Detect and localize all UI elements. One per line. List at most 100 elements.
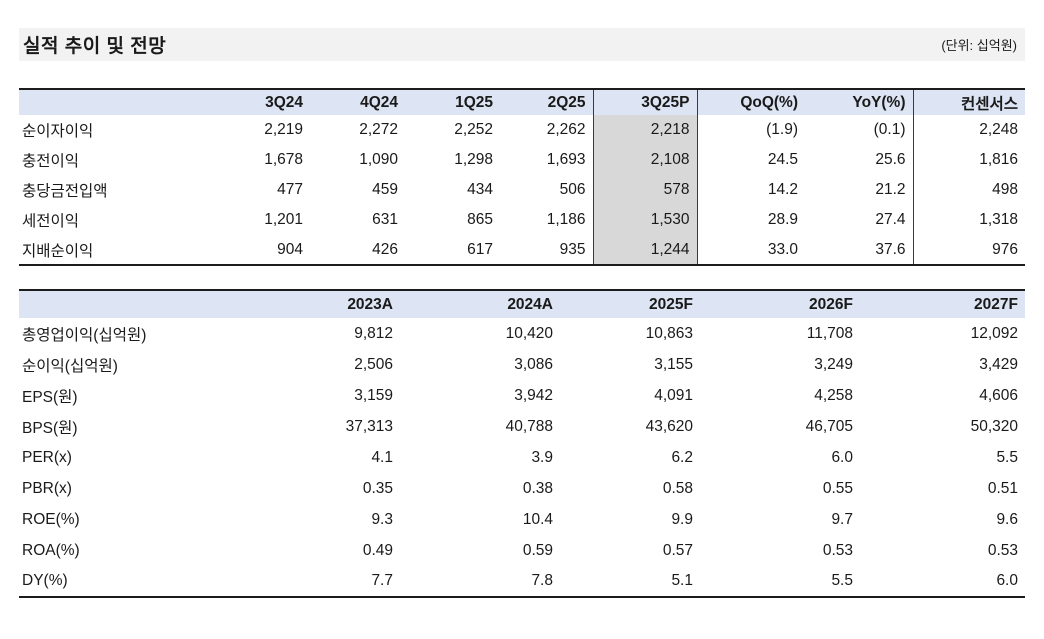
cell-value: 3.9 — [531, 448, 553, 466]
cell-value: 1,298 — [454, 151, 493, 168]
table-row: ROE(%) 9.3 10.4 9.9 9.7 9.6 — [19, 504, 1025, 535]
row-label-column-header — [19, 290, 249, 318]
cell-value: 0.53 — [987, 541, 1018, 559]
cell-value: 1,186 — [500, 205, 594, 235]
cell-value: 2,219 — [264, 121, 303, 138]
cell-value: 5.5 — [831, 572, 853, 589]
table-row: DY(%) 7.7 7.8 5.1 5.5 6.0 — [19, 566, 1025, 597]
cell-value: 4,606 — [979, 386, 1018, 404]
annual-table-body: 총영업이익(십억원) 9,812 10,420 10,863 11,708 12,092 순… — [19, 318, 1025, 597]
cell-value: 33.0 — [767, 240, 798, 258]
cell-value: 578 — [593, 175, 698, 205]
table-row: PER(x) 4.1 3.9 6.2 6.0 5.5 — [19, 442, 1025, 473]
table-row: 세전이익 1,201 631 865 1,186 1,530 28.9 27.4 1,318 — [19, 205, 1025, 235]
cell-value: 3,942 — [514, 386, 553, 404]
cell-value: 50,320 — [970, 417, 1018, 435]
section-title-bar: 실적 추이 및 전망 (단위: 십억원) — [19, 28, 1025, 61]
cell-value: 2,218 — [593, 115, 698, 145]
column-header: 2026F — [700, 290, 860, 318]
cell-value: 3,159 — [354, 386, 393, 404]
cell-value: 6.0 — [831, 448, 853, 466]
cell-value: 0.35 — [362, 479, 393, 497]
table-row: 충전이익 1,678 1,090 1,298 1,693 2,108 24.5 25.6 1,8… — [19, 145, 1025, 175]
cell-value: 0.51 — [987, 479, 1018, 497]
annual-table-header-row: 2023A 2024A 2025F 2026F 2027F — [19, 290, 1025, 318]
column-header: YoY(%) — [805, 89, 914, 115]
cell-value: 904 — [277, 240, 303, 258]
cell-value: 37.6 — [805, 235, 914, 265]
cell-value: 1,816 — [979, 151, 1018, 168]
cell-value: 6.0 — [996, 572, 1018, 589]
cell-value: 0.53 — [822, 541, 853, 559]
cell-value: 0.59 — [522, 541, 553, 559]
cell-value: 9.3 — [371, 510, 393, 528]
column-header: 2027F — [860, 290, 1025, 318]
cell-value: 37,313 — [345, 417, 393, 435]
column-header: 2Q25 — [500, 89, 594, 115]
table-row: 충당금전입액 477 459 434 506 578 14.2 21.2 498 — [19, 175, 1025, 205]
cell-value: 25.6 — [805, 145, 914, 175]
cell-value: 1,318 — [979, 211, 1018, 228]
cell-value: 506 — [500, 175, 594, 205]
cell-value: 865 — [467, 211, 493, 228]
cell-value: 1,678 — [264, 151, 303, 168]
cell-value: 0.49 — [362, 541, 393, 559]
cell-value: 10,420 — [505, 324, 553, 342]
cell-value: 3,155 — [654, 355, 693, 373]
cell-value: 5.5 — [996, 448, 1018, 466]
table-row: BPS(원) 37,313 40,788 43,620 46,705 50,320 — [19, 411, 1025, 442]
cell-value: 0.55 — [822, 479, 853, 497]
cell-value: 4.1 — [371, 448, 393, 466]
cell-value: 631 — [372, 211, 398, 228]
cell-value: 0.38 — [522, 479, 553, 497]
cell-value: 935 — [500, 235, 594, 265]
row-label: 순이자이익 — [22, 123, 94, 140]
cell-value: 10,863 — [645, 324, 693, 342]
cell-value: 3,086 — [514, 355, 553, 373]
row-label: PBR(x) — [22, 479, 72, 497]
row-label: DY(%) — [22, 572, 68, 589]
cell-value: 6.2 — [671, 448, 693, 466]
cell-value: 0.57 — [662, 541, 693, 559]
column-header: QoQ(%) — [697, 89, 805, 115]
cell-value: 3,249 — [814, 355, 853, 373]
column-header: 4Q24 — [310, 89, 405, 115]
cell-value: 426 — [372, 240, 398, 258]
column-header: 2023A — [249, 290, 400, 318]
cell-value: 27.4 — [805, 205, 914, 235]
cell-value: (0.1) — [805, 115, 914, 145]
cell-value: 5.1 — [671, 572, 693, 589]
cell-value: 9.7 — [831, 510, 853, 528]
cell-value: 1,090 — [359, 151, 398, 168]
row-label: EPS(원) — [22, 388, 78, 406]
row-label: 순이익(십억원) — [22, 357, 118, 375]
row-label: 충전이익 — [22, 153, 80, 170]
section-title: 실적 추이 및 전망 — [23, 36, 167, 57]
column-header: 3Q25P — [593, 89, 698, 115]
row-label: ROA(%) — [22, 541, 80, 559]
cell-value: 0.58 — [662, 479, 693, 497]
table-row: PBR(x) 0.35 0.38 0.58 0.55 0.51 — [19, 473, 1025, 504]
cell-value: 24.5 — [767, 151, 798, 168]
quarterly-table-body: 순이자이익 2,219 2,272 2,252 2,262 2,218 (1.9) (0.1)… — [19, 115, 1025, 265]
table-row: 순이자이익 2,219 2,272 2,252 2,262 2,218 (1.9) (0.1)… — [19, 115, 1025, 145]
row-label: PER(x) — [22, 448, 72, 466]
cell-value: 2,108 — [593, 145, 698, 175]
cell-value: 617 — [467, 240, 493, 258]
table-row: 순이익(십억원) 2,506 3,086 3,155 3,249 3,429 — [19, 349, 1025, 380]
row-label-column-header — [19, 89, 199, 115]
cell-value: 4,091 — [654, 386, 693, 404]
column-header: 2024A — [400, 290, 560, 318]
cell-value: 2,272 — [359, 121, 398, 138]
unit-label: (단위: 십억원) — [941, 38, 1017, 53]
column-header: 컨센서스 — [913, 89, 1025, 115]
cell-value: 2,248 — [979, 121, 1018, 138]
column-header: 2025F — [560, 290, 700, 318]
cell-value: 1,244 — [593, 235, 698, 265]
cell-value: 4,258 — [814, 386, 853, 404]
cell-value: 40,788 — [505, 417, 553, 435]
cell-value: 1,530 — [593, 205, 698, 235]
cell-value: 459 — [372, 181, 398, 198]
row-label: BPS(원) — [22, 419, 78, 437]
